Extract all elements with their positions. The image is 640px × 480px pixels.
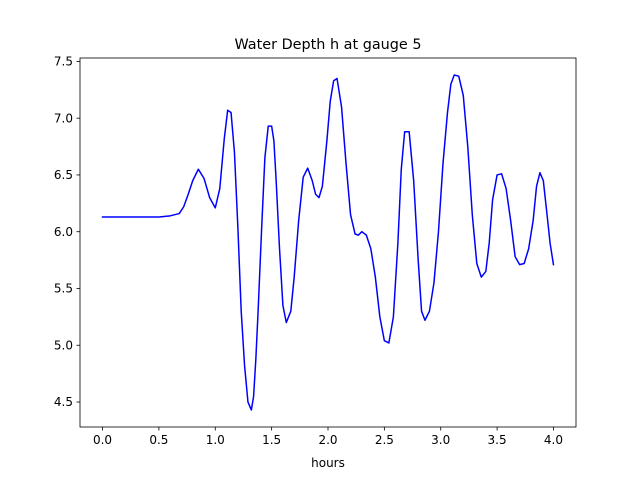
y-tick-label: 7.0 [54, 111, 73, 125]
series-line [101, 74, 555, 411]
x-tick-label: 2.5 [375, 433, 394, 447]
y-tick-label: 4.5 [54, 395, 73, 409]
x-tick-label: 3.5 [488, 433, 507, 447]
x-tick-label: 4.0 [544, 433, 563, 447]
y-tick-label: 6.5 [54, 168, 73, 182]
x-tick-label: 0.0 [93, 433, 112, 447]
chart-title: Water Depth h at gauge 5 [234, 37, 421, 53]
x-axis-ticks: 0.0 0.5 1.0 1.5 2.0 2.5 3.0 3.5 4.0 [93, 427, 563, 447]
x-tick-label: 2.0 [318, 433, 337, 447]
y-tick-label: 5.0 [54, 338, 73, 352]
x-tick-label: 1.0 [206, 433, 225, 447]
x-tick-label: 3.0 [431, 433, 450, 447]
x-tick-label: 1.5 [262, 433, 281, 447]
x-axis-label: hours [311, 456, 345, 470]
x-tick-label: 0.5 [149, 433, 168, 447]
y-tick-label: 7.5 [54, 55, 73, 69]
y-axis-ticks: 4.5 5.0 5.5 6.0 6.5 7.0 7.5 [54, 55, 80, 409]
y-tick-label: 5.5 [54, 282, 73, 296]
y-tick-label: 6.0 [54, 225, 73, 239]
